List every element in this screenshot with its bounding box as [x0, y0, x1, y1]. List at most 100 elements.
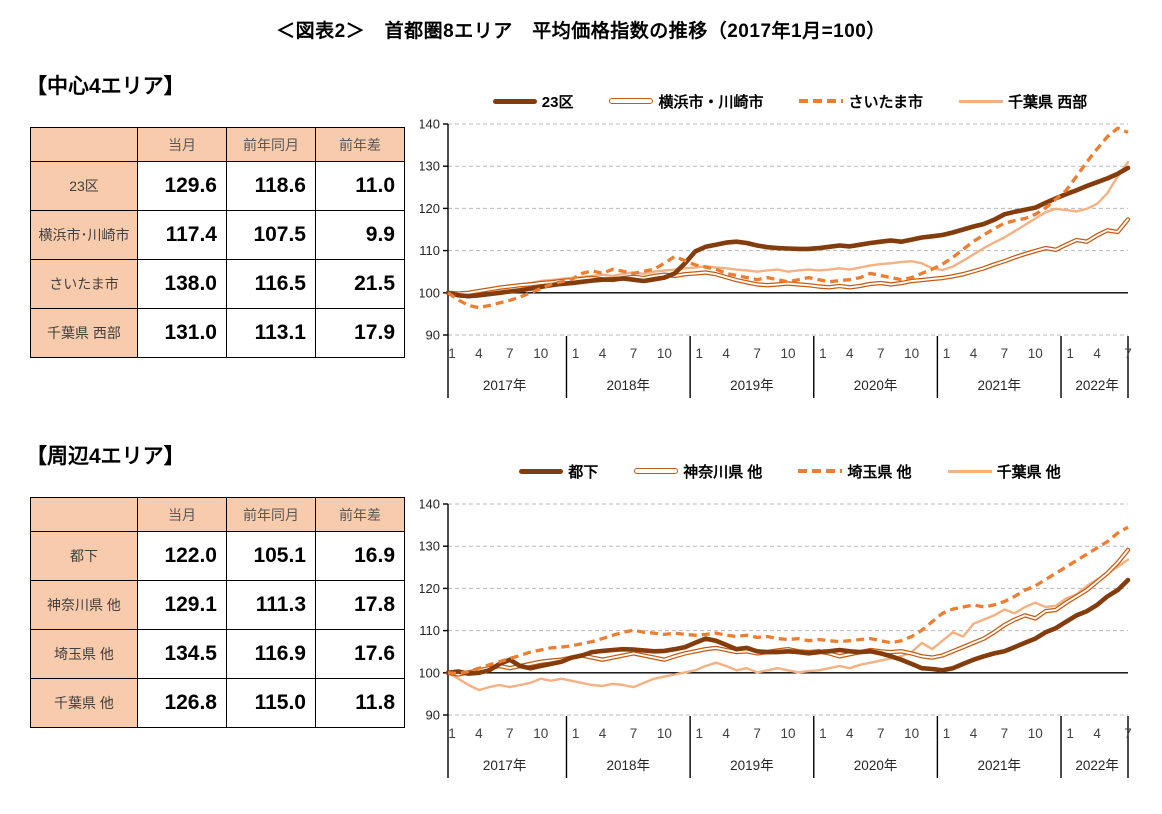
y-axis-tick-label: 120 — [420, 581, 440, 596]
central-area-chart: 23区 横浜市・川崎市 さいたま市 千葉県 西部 90 100 110 120 130 140 1 4… — [418, 88, 1160, 411]
gridlines — [448, 123, 1128, 336]
month-tick-label: 4 — [599, 726, 607, 741]
month-tick-label: 7 — [753, 726, 761, 741]
legend-line-sample-icon — [492, 98, 537, 104]
legend-item: 横浜市・川崎市 — [609, 91, 763, 112]
month-tick-label: 10 — [1028, 726, 1043, 741]
table-corner-cell — [30, 127, 138, 162]
series-line-inner-神奈川県 他 — [447, 549, 1129, 676]
surrounding-area-chart: 都下 神奈川県 他埼玉県 他千葉県 他 90 100 110 120 130 140 1 4 7 10… — [418, 458, 1160, 791]
prev-year-value: 111.3 — [226, 580, 316, 630]
row-label: 埼玉県 他 — [30, 629, 138, 679]
y-axis-tick-label: 140 — [420, 497, 440, 512]
prev-year-value: 116.5 — [226, 259, 316, 309]
month-tick-label: 10 — [1028, 346, 1043, 361]
month-tick-label: 10 — [780, 346, 795, 361]
price-index-table: 当月 前年同月 前年差 23区 129.6 118.6 11.0 横浜市･川崎市 117.4 10… — [30, 127, 405, 358]
month-tick-label: 7 — [506, 726, 514, 741]
series-line-神奈川県 他 — [445, 547, 1131, 677]
legend-line-sample-icon — [519, 468, 564, 474]
diff-value: 16.9 — [315, 531, 405, 581]
year-label: 2021年 — [977, 758, 1021, 773]
month-tick-label: 10 — [657, 346, 672, 361]
year-label: 2018年 — [607, 378, 651, 393]
month-tick-label: 1 — [572, 346, 580, 361]
month-tick-label: 4 — [599, 346, 607, 361]
series-line-都下 — [445, 577, 1131, 676]
legend-label: 千葉県 他 — [996, 463, 1061, 481]
year-label: 2020年 — [854, 378, 898, 393]
price-index-table: 当月 前年同月 前年差 都下 122.0 105.1 16.9 神奈川県 他 129.1 111.… — [30, 497, 405, 728]
diff-value: 11.8 — [315, 678, 405, 728]
y-axis-tick-label: 110 — [420, 243, 440, 258]
row-label: 神奈川県 他 — [30, 580, 138, 630]
year-label: 2022年 — [1075, 378, 1119, 393]
legend-line-sample-icon — [609, 98, 654, 104]
month-tick-label: 4 — [970, 726, 978, 741]
legend-line-sample-icon — [959, 99, 1004, 103]
y-axis-tick-label: 100 — [420, 285, 440, 300]
month-tick-label: 4 — [1093, 346, 1101, 361]
page-title: ＜図表2＞ 首都圏8エリア 平均価格指数の推移（2017年1月=100） — [276, 21, 886, 42]
legend-item: 千葉県 他 — [947, 461, 1061, 482]
month-tick-label: 7 — [1124, 726, 1132, 741]
row-label: さいたま市 — [30, 259, 138, 309]
y-axis-tick-label: 130 — [420, 539, 440, 554]
month-tick-label: 4 — [1093, 726, 1101, 741]
legend-item: 23区 — [492, 91, 574, 112]
legend-line-sample-icon — [799, 99, 844, 103]
month-tick-label: 10 — [657, 726, 672, 741]
current-month-value: 129.6 — [137, 161, 227, 211]
year-label: 2018年 — [607, 758, 651, 773]
month-tick-label: 1 — [819, 346, 827, 361]
legend-item: 神奈川県 他 — [634, 461, 762, 482]
y-axis-tick-label: 130 — [420, 159, 440, 174]
row-label: 横浜市･川崎市 — [30, 210, 138, 260]
month-tick-label: 4 — [846, 346, 854, 361]
diff-value: 17.8 — [315, 580, 405, 630]
month-tick-label: 1 — [1066, 346, 1074, 361]
table-row: 23区 129.6 118.6 11.0 — [30, 161, 405, 211]
prev-year-value: 107.5 — [226, 210, 316, 260]
month-tick-label: 1 — [572, 726, 580, 741]
column-header: 当月 — [137, 497, 227, 532]
current-month-value: 129.1 — [137, 580, 227, 630]
year-label: 2021年 — [977, 378, 1021, 393]
table-corner-cell — [30, 497, 138, 532]
month-tick-label: 1 — [819, 726, 827, 741]
chart-legend: 23区 横浜市・川崎市 さいたま市 千葉県 西部 — [420, 88, 1160, 114]
table-row: 埼玉県 他 134.5 116.9 17.6 — [30, 629, 405, 679]
surrounding-area-table: 当月 前年同月 前年差 都下 122.0 105.1 16.9 神奈川県 他 129.1 111.… — [30, 497, 405, 728]
row-label: 23区 — [30, 161, 138, 211]
month-tick-label: 10 — [533, 726, 548, 741]
month-tick-label: 7 — [630, 346, 638, 361]
y-axis-tick-label: 140 — [420, 117, 440, 132]
month-tick-label: 1 — [1066, 726, 1074, 741]
column-header: 前年差 — [315, 497, 405, 532]
chart-legend: 都下 神奈川県 他 埼玉県 他 千葉県 他 — [420, 458, 1160, 484]
legend-item: 都下 — [519, 461, 598, 482]
month-tick-label: 1 — [943, 726, 951, 741]
month-tick-label: 7 — [877, 726, 885, 741]
month-tick-label: 10 — [780, 726, 795, 741]
diff-value: 11.0 — [315, 161, 405, 211]
y-axis-tick-label: 100 — [420, 665, 440, 680]
y-axis: 90 100 110 120 130 140 — [418, 497, 449, 778]
diff-value: 17.6 — [315, 629, 405, 679]
current-month-value: 122.0 — [137, 531, 227, 581]
month-tick-label: 1 — [448, 726, 456, 741]
series-line-千葉県 西部 — [446, 160, 1130, 296]
series-line-さいたま市 — [447, 126, 1129, 310]
table-row: 神奈川県 他 129.1 111.3 17.8 — [30, 580, 405, 630]
y-axis-tick-label: 90 — [426, 328, 440, 343]
series-line-千葉県 他 — [446, 558, 1130, 692]
prev-year-value: 116.9 — [226, 629, 316, 679]
series-line-埼玉県 他 — [447, 525, 1129, 676]
column-header: 前年差 — [315, 127, 405, 162]
prev-year-value: 115.0 — [226, 678, 316, 728]
y-axis-tick-label: 90 — [426, 708, 440, 723]
diff-value: 21.5 — [315, 259, 405, 309]
month-tick-label: 10 — [904, 346, 919, 361]
legend-label: 23区 — [541, 93, 574, 111]
